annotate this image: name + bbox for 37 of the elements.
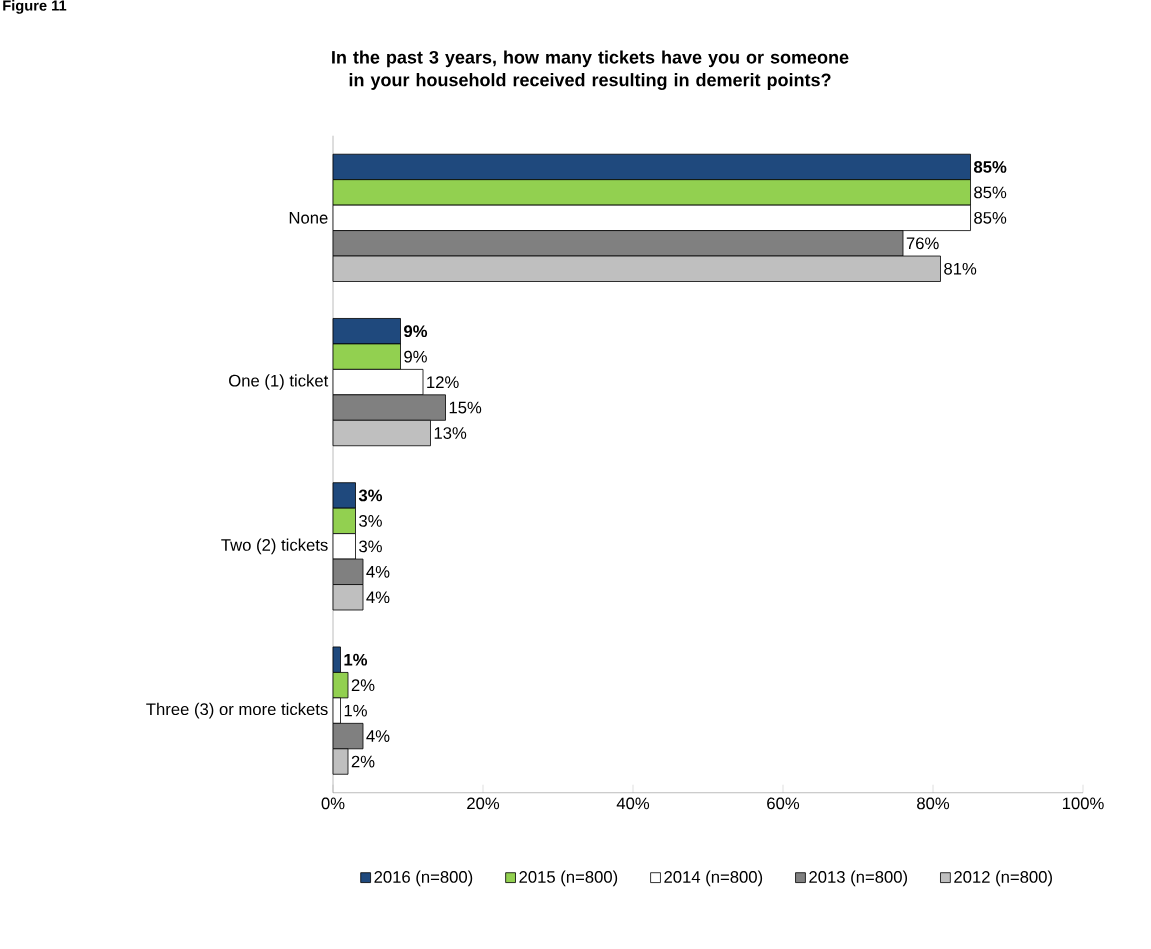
y-tick-label: One (1) ticket	[229, 374, 329, 390]
y-tick-label: Two (2) tickets	[221, 538, 328, 555]
data-label: 85%	[973, 161, 1007, 173]
data-label: 85%	[974, 186, 1007, 199]
data-label: 15%	[449, 401, 482, 414]
legend-label: 2013 (n=800)	[809, 870, 908, 887]
legend-label: 2015 (n=800)	[519, 870, 618, 887]
legend-label: 2016 (n=800)	[374, 870, 473, 887]
x-tick-label: 100%	[1062, 797, 1104, 810]
data-label: 3%	[358, 489, 383, 502]
data-label: 85%	[974, 212, 1007, 224]
data-label: 9%	[404, 325, 428, 338]
data-label: 13%	[434, 427, 467, 440]
data-label: 1%	[344, 653, 368, 666]
x-tick-label: 60%	[767, 797, 800, 810]
caption: Figure 11	[3, 0, 67, 14]
x-tick-label: 40%	[616, 797, 650, 810]
x-tick-label: 80%	[917, 797, 950, 810]
legend-label: 2012 (n=800)	[954, 870, 1052, 887]
data-label: 4%	[366, 730, 390, 743]
x-tick-label: 0%	[321, 797, 345, 810]
legend-label: 2014 (n=800)	[664, 870, 763, 887]
data-label: 2%	[351, 755, 375, 768]
data-label: 3%	[359, 515, 382, 527]
data-label: 4%	[366, 566, 390, 578]
data-label: 3%	[359, 540, 382, 553]
data-label: 2%	[351, 679, 375, 692]
data-label: 4%	[366, 591, 390, 604]
data-label: 81%	[944, 263, 977, 275]
x-tick-label: 20%	[467, 797, 500, 810]
chart-title: In the past 3 years, how many tickets have you or someone in your household received resulting in demerit points?	[332, 50, 849, 91]
data-label: 1%	[344, 704, 367, 717]
y-tick-label: Three (3) or more tickets	[146, 702, 328, 719]
data-label: 12%	[427, 376, 459, 389]
y-tick-label: None	[289, 212, 328, 224]
data-label: 9%	[404, 350, 427, 363]
data-label: 76%	[906, 237, 939, 250]
